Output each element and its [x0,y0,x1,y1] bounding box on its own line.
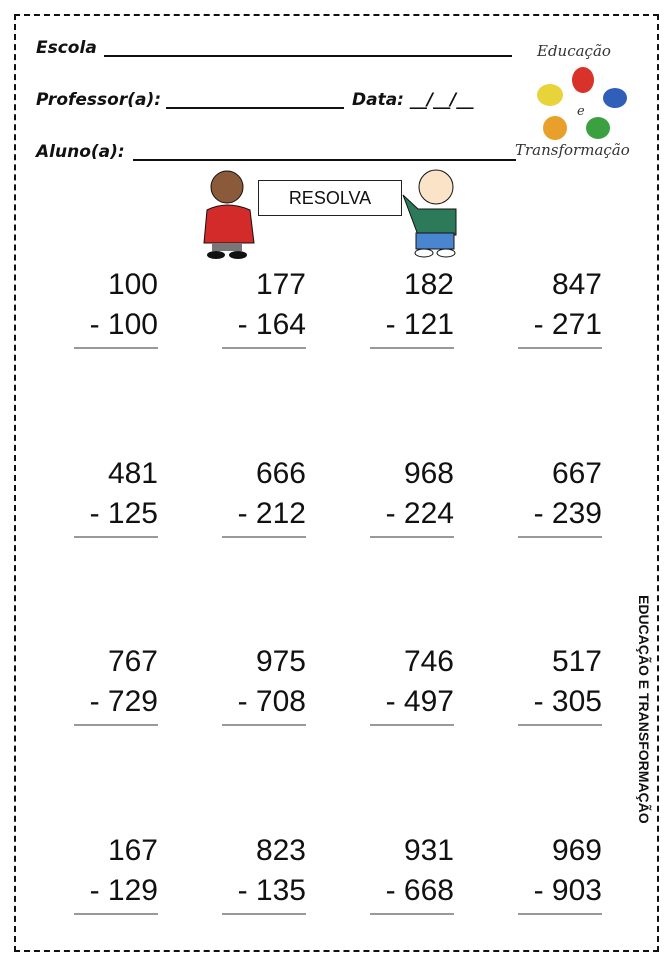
answer-line[interactable] [370,724,454,726]
answer-line[interactable] [74,347,158,349]
boy-illustration [402,169,457,258]
minuend: 746 [403,645,454,678]
answer-line[interactable] [518,724,602,726]
subtraction-problem: 666 - 212 [216,454,306,538]
logo-top-text: Educação [537,42,611,60]
subtrahend: - 125 [89,497,158,530]
subtrahend: - 129 [89,874,158,907]
minuend: 847 [551,268,602,301]
subtrahend: - 224 [385,497,454,530]
logo-bottom-text: Transformação [515,141,630,159]
minuend: 968 [403,457,454,490]
subtraction-problem: 823 - 135 [216,831,306,915]
logo-middle-text: e [577,104,585,119]
subtraction-problem: 481 - 125 [68,454,158,538]
teacher-field[interactable] [166,107,344,109]
subtrahend: - 135 [237,874,306,907]
minuend: 517 [551,645,602,678]
answer-line[interactable] [74,724,158,726]
minuend: 969 [551,834,602,867]
subtraction-problem: 968 - 224 [364,454,454,538]
subtrahend: - 708 [237,685,306,718]
subtraction-problem: 746 - 497 [364,642,454,726]
handprints-icon [537,67,627,140]
subtrahend: - 271 [533,308,602,341]
minuend: 931 [403,834,454,867]
subtraction-problem: 182 - 121 [364,265,454,349]
minuend: 767 [107,645,158,678]
minuend: 666 [255,457,306,490]
subtrahend: - 212 [237,497,306,530]
student-label: Aluno(a): [36,142,125,162]
subtrahend: - 729 [89,685,158,718]
minuend: 667 [551,457,602,490]
subtrahend: - 164 [237,308,306,341]
student-field[interactable] [133,159,516,161]
minuend: 167 [107,834,158,867]
answer-line[interactable] [222,536,306,538]
subtrahend: - 239 [533,497,602,530]
minuend: 975 [255,645,306,678]
subtraction-problem: 517 - 305 [512,642,602,726]
teacher-label: Professor(a): [36,90,162,110]
answer-line[interactable] [518,347,602,349]
answer-line[interactable] [222,347,306,349]
school-field[interactable] [104,55,512,57]
answer-line[interactable] [370,536,454,538]
minuend: 100 [107,268,158,301]
subtraction-problem: 847 - 271 [512,265,602,349]
answer-line[interactable] [74,913,158,915]
answer-line[interactable] [370,347,454,349]
date-label: Data: __/__/__ [352,90,474,110]
minuend: 823 [255,834,306,867]
resolva-banner: RESOLVA [258,180,402,216]
answer-line[interactable] [518,913,602,915]
subtraction-problem: 969 - 903 [512,831,602,915]
answer-line[interactable] [74,536,158,538]
subtraction-problem: 667 - 239 [512,454,602,538]
side-watermark-text: EDUCAÇÃO E TRANSFORMAÇÃO [636,595,652,824]
subtraction-problem: 931 - 668 [364,831,454,915]
answer-line[interactable] [370,913,454,915]
dashed-border [14,14,659,952]
answer-line[interactable] [222,724,306,726]
subtraction-problem: 167 - 129 [68,831,158,915]
subtrahend: - 903 [533,874,602,907]
subtrahend: - 497 [385,685,454,718]
minuend: 182 [403,268,454,301]
minuend: 177 [255,268,306,301]
subtraction-problem: 177 - 164 [216,265,306,349]
answer-line[interactable] [222,913,306,915]
minuend: 481 [107,457,158,490]
subtraction-problem: 767 - 729 [68,642,158,726]
subtraction-problem: 100 - 100 [68,265,158,349]
answer-line[interactable] [518,536,602,538]
subtrahend: - 305 [533,685,602,718]
subtrahend: - 100 [89,308,158,341]
school-label: Escola [36,38,97,58]
subtrahend: - 121 [385,308,454,341]
subtraction-problem: 975 - 708 [216,642,306,726]
subtrahend: - 668 [385,874,454,907]
logo: Educação e Transformação [515,40,650,165]
girl-illustration [203,170,255,259]
